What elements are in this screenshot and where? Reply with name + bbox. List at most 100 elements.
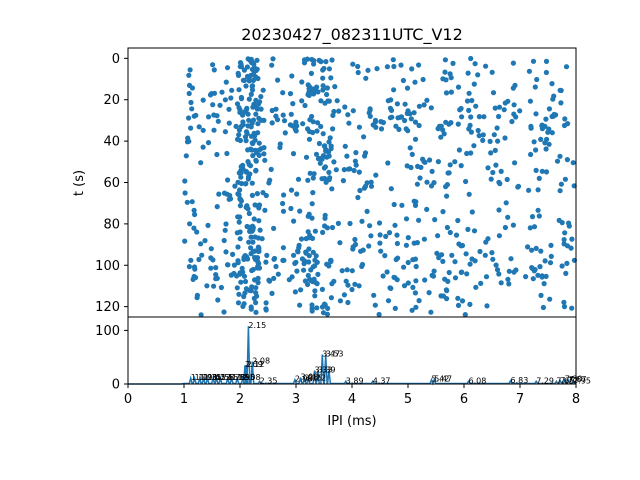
raster-point	[444, 288, 450, 294]
raster-point	[368, 183, 375, 189]
raster-point	[261, 117, 267, 123]
raster-point	[282, 130, 288, 136]
raster-point	[217, 102, 223, 108]
peak-label: 1.95	[237, 373, 255, 382]
raster-point	[184, 199, 190, 205]
peak-label: 2.08	[243, 373, 261, 382]
raster-point	[426, 290, 432, 296]
raster-point	[253, 74, 259, 80]
peak-label: 7.72	[560, 376, 578, 385]
raster-point	[424, 206, 430, 212]
raster-point	[281, 118, 288, 124]
raster-point	[236, 132, 242, 138]
raster-point	[253, 158, 259, 164]
raster-point	[563, 270, 569, 276]
raster-point	[398, 114, 405, 120]
raster-point	[506, 268, 512, 274]
raster-point	[211, 127, 217, 133]
raster-point	[280, 90, 286, 96]
raster-point	[226, 120, 232, 126]
raster-point	[289, 73, 295, 79]
histogram-x-axis: 0 1 2 3 4 5 6 7 8	[124, 384, 580, 407]
raster-point	[271, 225, 277, 231]
raster-point	[235, 191, 241, 197]
raster-point	[357, 187, 363, 194]
raster-point	[346, 120, 352, 126]
raster-point	[188, 99, 194, 106]
raster-point	[403, 126, 409, 132]
raster-point	[244, 73, 251, 80]
raster-point	[208, 246, 214, 252]
raster-point	[211, 67, 217, 73]
raster-point	[388, 186, 394, 192]
raster-point	[300, 121, 306, 127]
raster-point	[504, 176, 510, 183]
raster-point	[557, 87, 563, 93]
raster-point	[288, 187, 295, 193]
histogram-line	[128, 326, 576, 386]
raster-point	[293, 259, 299, 265]
raster-point	[337, 240, 343, 246]
raster-point	[313, 253, 319, 259]
raster-point	[377, 232, 383, 238]
peak-label: 6.08	[469, 376, 487, 385]
raster-point	[286, 277, 292, 283]
raster-point	[440, 258, 446, 264]
raster-point	[328, 295, 334, 301]
raster-point	[333, 167, 339, 173]
raster-point	[246, 161, 252, 168]
raster-point	[442, 276, 448, 282]
raster-point	[529, 265, 536, 271]
raster-point	[316, 140, 322, 147]
raster-point	[303, 236, 309, 242]
raster-y-axis-label: t (s)	[72, 170, 87, 196]
raster-point	[246, 210, 252, 217]
raster-point	[422, 277, 428, 283]
raster-point	[490, 169, 496, 176]
raster-point	[471, 228, 478, 234]
raster-point	[489, 69, 495, 75]
peak-label: 3.15	[304, 374, 322, 383]
raster-point	[473, 103, 479, 109]
raster-point	[325, 98, 331, 104]
raster-point	[413, 199, 419, 205]
raster-point	[543, 146, 549, 152]
raster-point	[270, 56, 276, 62]
raster-point	[391, 87, 397, 93]
raster-point	[207, 92, 214, 98]
raster-point	[326, 169, 332, 175]
raster-point	[345, 299, 351, 306]
histogram-x-axis-label: IPI (ms)	[327, 414, 376, 429]
raster-point	[304, 56, 310, 62]
raster-point	[493, 262, 499, 268]
raster-point	[310, 129, 316, 136]
raster-point	[186, 90, 192, 97]
raster-point	[341, 292, 347, 298]
raster-point	[405, 259, 411, 266]
raster-point	[238, 94, 244, 101]
raster-point	[562, 116, 568, 122]
raster-point	[459, 242, 466, 249]
raster-point	[569, 305, 575, 311]
raster-point	[231, 262, 237, 268]
raster-point	[244, 64, 250, 70]
raster-point	[456, 147, 462, 153]
raster-point	[296, 245, 302, 251]
raster-point	[488, 176, 494, 182]
raster-point	[186, 138, 192, 144]
raster-point	[210, 62, 216, 68]
raster-point	[237, 63, 243, 70]
raster-point	[468, 150, 474, 156]
raster-point	[413, 304, 419, 310]
raster-point	[251, 61, 257, 67]
raster-point	[253, 285, 259, 291]
raster-point	[358, 248, 364, 254]
raster-point	[541, 281, 547, 287]
raster-point	[222, 227, 228, 233]
raster-point	[515, 184, 521, 190]
raster-point	[237, 229, 243, 235]
raster-point	[301, 60, 308, 66]
raster-point	[536, 213, 542, 219]
raster-point	[531, 139, 537, 145]
